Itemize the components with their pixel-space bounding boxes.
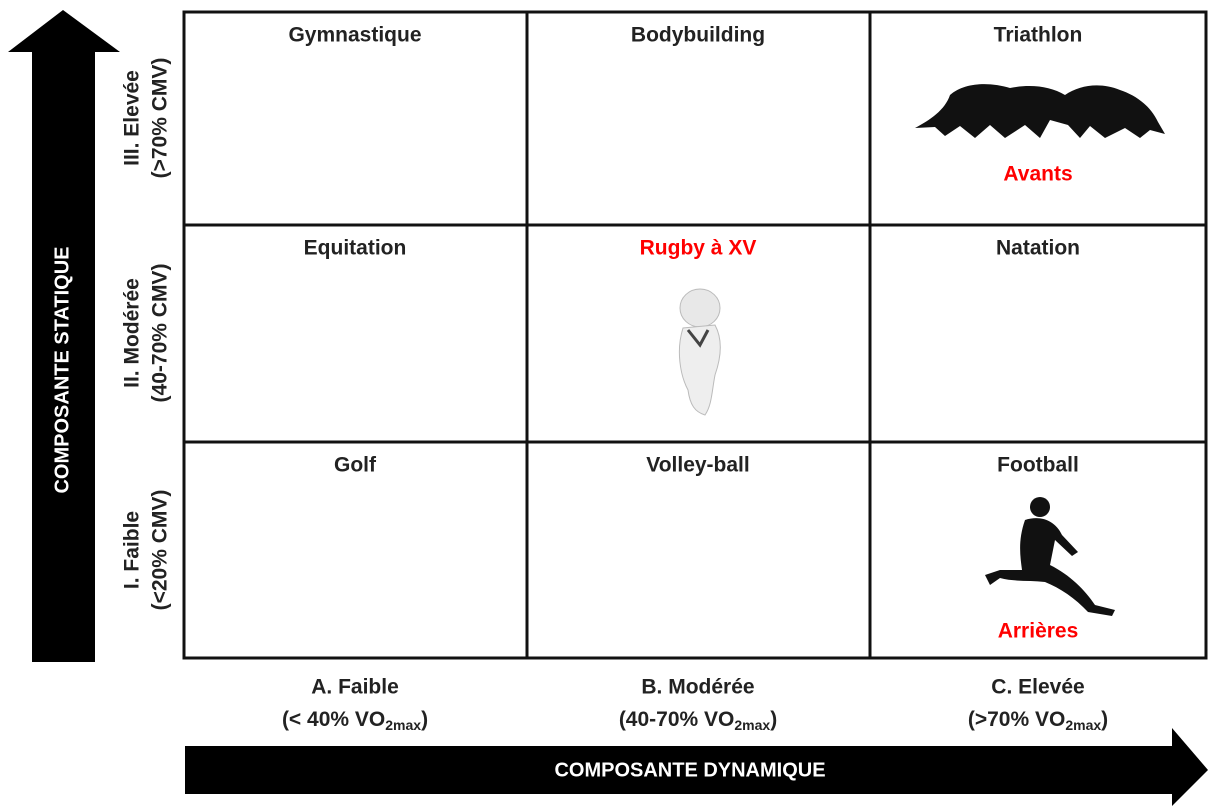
grid xyxy=(182,10,1208,660)
row-range: (>70% CMV) xyxy=(149,58,172,179)
column-level: B. Modérée xyxy=(641,676,754,699)
cell-label: Equitation xyxy=(304,237,407,260)
row-range: (<20% CMV) xyxy=(149,490,172,611)
cell-label: Volley-ball xyxy=(646,454,749,477)
row-range: (40-70% CMV) xyxy=(149,264,172,403)
x-arrow xyxy=(185,728,1208,806)
row-level: III. Elevée xyxy=(121,70,144,166)
column-range: (40-70% VO2max) xyxy=(619,708,777,733)
scrum-silhouette xyxy=(915,84,1165,138)
range-start: (< 40% VO xyxy=(282,708,385,731)
range-start: (>70% VO xyxy=(968,708,1065,731)
range-sub: 2max xyxy=(385,717,421,733)
x-axis-title: COMPOSANTE DYNAMIQUE xyxy=(554,759,825,781)
range-end: ) xyxy=(770,708,777,731)
row-level: II. Modérée xyxy=(121,278,144,388)
range-sub: 2max xyxy=(734,717,770,733)
cell-note: Arrières xyxy=(998,620,1079,643)
y-axis-title: COMPOSANTE STATIQUE xyxy=(51,246,73,493)
y-arrow xyxy=(8,10,120,662)
column-range: (>70% VO2max) xyxy=(968,708,1108,733)
range-end: ) xyxy=(1101,708,1108,731)
column-range: (< 40% VO2max) xyxy=(282,708,428,733)
cell-note: Avants xyxy=(1003,163,1072,186)
range-sub: 2max xyxy=(1065,717,1101,733)
cell-label: Bodybuilding xyxy=(631,24,765,47)
range-start: (40-70% VO xyxy=(619,708,735,731)
cell-label: Football xyxy=(997,454,1079,477)
cell-label: Golf xyxy=(334,454,377,477)
row-level: I. Faible xyxy=(121,511,144,589)
cell-label: Triathlon xyxy=(994,24,1083,47)
column-level: A. Faible xyxy=(311,676,399,699)
range-end: ) xyxy=(421,708,428,731)
figure-illustration xyxy=(678,288,721,416)
cell-label: Natation xyxy=(996,237,1080,260)
cell-label: Gymnastique xyxy=(288,24,421,47)
runner-silhouette xyxy=(985,497,1115,616)
cell-label: Rugby à XV xyxy=(640,237,757,260)
column-level: C. Elevée xyxy=(991,676,1084,699)
